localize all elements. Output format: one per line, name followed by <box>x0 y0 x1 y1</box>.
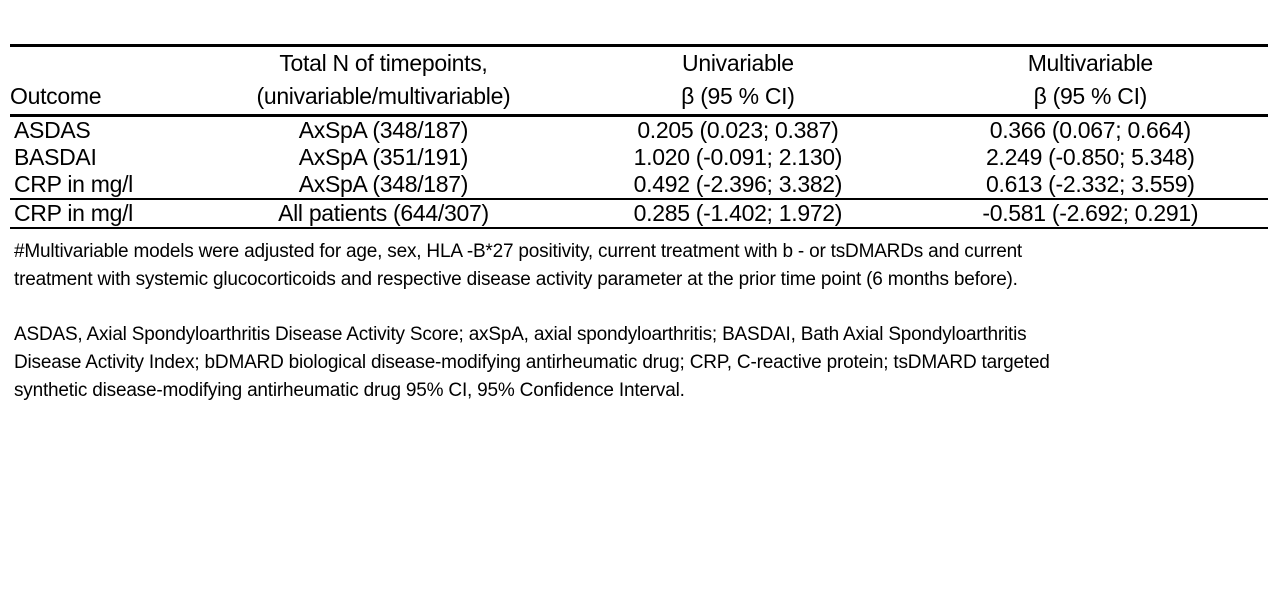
cell-n: AxSpA (348/187) <box>298 116 469 143</box>
cell-n: AxSpA (348/187) <box>203 170 564 200</box>
cell-outcome: ASDAS <box>14 116 91 143</box>
cell-n: AxSpA (351/191) <box>298 143 469 170</box>
results-table: Outcome Total N of timepoints, (univaria… <box>10 44 1268 229</box>
cell-n: All patients (644/307) <box>203 198 564 229</box>
table-block: Outcome Total N of timepoints, (univaria… <box>10 44 1268 405</box>
header-total-n: Total N of timepoints, (univariable/mult… <box>203 45 564 117</box>
note-adjustment: #Multivariable models were adjusted for … <box>14 240 1023 290</box>
table-row-crp-all: CRP in mg/l All patients (644/307) 0.285… <box>10 198 1268 229</box>
cell-univariable: 1.020 (-0.091; 2.130) <box>633 143 843 170</box>
note-abbreviations: ASDAS, Axial Spondyloarthritis Disease A… <box>14 323 1050 401</box>
table-row-asdas: ASDAS AxSpA (348/187) 0.205 (0.023; 0.38… <box>10 115 1268 144</box>
cell-univariable: 0.492 (-2.396; 3.382) <box>563 170 913 200</box>
cell-outcome: BASDAI <box>14 143 97 170</box>
header-row: Outcome Total N of timepoints, (univaria… <box>10 45 1268 117</box>
cell-multivariable: 0.366 (0.067; 0.664) <box>989 116 1191 143</box>
cell-univariable: 0.285 (-1.402; 1.972) <box>563 198 913 229</box>
table-header: Outcome Total N of timepoints, (univaria… <box>10 45 1268 117</box>
cell-outcome: CRP in mg/l <box>10 170 204 200</box>
cell-univariable: 0.205 (0.023; 0.387) <box>637 116 839 143</box>
header-univariable: Univariable β (95 % CI) <box>563 45 913 117</box>
cell-multivariable: 0.613 (-2.332; 3.559) <box>912 170 1268 200</box>
header-multivariable: Multivariable β (95 % CI) <box>912 45 1268 117</box>
table-row-basdai: BASDAI AxSpA (351/191) 1.020 (-0.091; 2.… <box>10 144 1268 171</box>
table-row-crp-axspa: CRP in mg/l AxSpA (348/187) 0.492 (-2.39… <box>10 170 1268 200</box>
cell-multivariable: -0.581 (-2.692; 0.291) <box>912 198 1268 229</box>
cell-outcome: CRP in mg/l <box>10 198 204 229</box>
table-body: ASDAS AxSpA (348/187) 0.205 (0.023; 0.38… <box>10 115 1268 229</box>
cell-multivariable: 2.249 (-0.850; 5.348) <box>986 143 1195 170</box>
header-outcome: Outcome <box>10 45 204 117</box>
